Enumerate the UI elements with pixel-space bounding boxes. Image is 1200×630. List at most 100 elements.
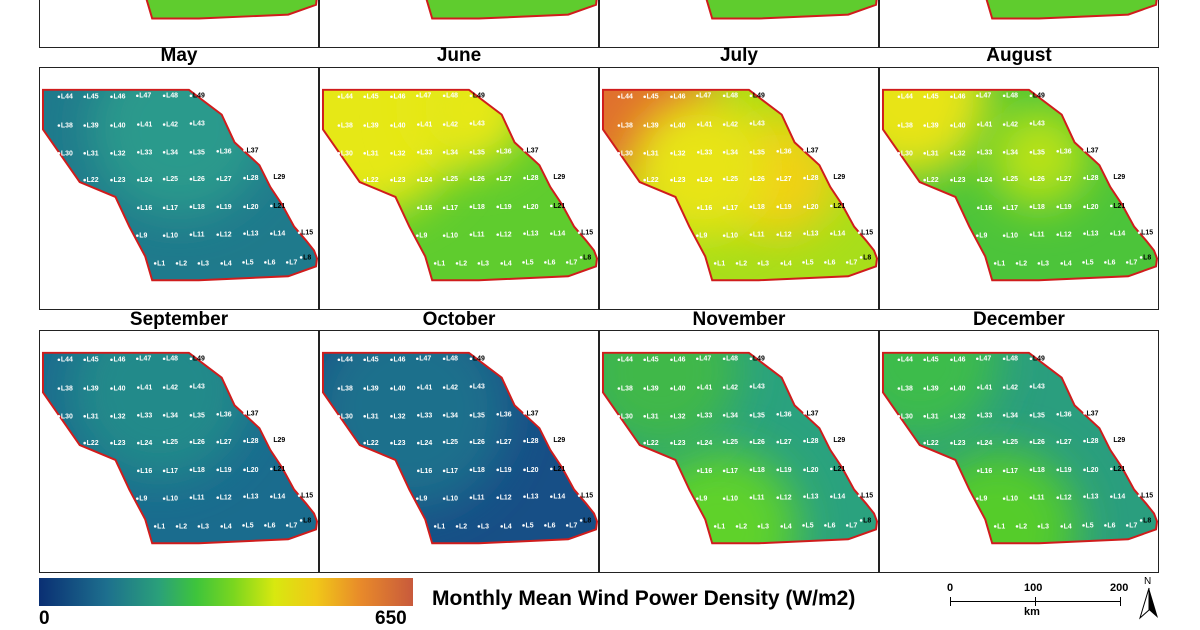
station-dot — [977, 414, 980, 417]
station-label-l12: L12 — [500, 495, 512, 502]
north-arrow: N — [1138, 576, 1160, 620]
station-dot — [565, 261, 569, 264]
station-dot — [390, 95, 393, 99]
station-dot — [363, 95, 366, 99]
station-label-l3: L3 — [481, 260, 489, 267]
station-label-l19: L19 — [220, 467, 232, 474]
station-dot — [697, 151, 700, 154]
station-dot — [643, 441, 646, 445]
station-dot — [243, 176, 246, 180]
station-dot — [897, 124, 901, 127]
map-title-august: August — [986, 45, 1052, 66]
station-dot — [189, 151, 193, 154]
station-dot — [243, 495, 246, 498]
station-dot — [923, 415, 926, 418]
station-dot — [1029, 468, 1033, 472]
density-hotspot — [882, 352, 1000, 441]
station-dot — [670, 358, 673, 362]
station-dot — [137, 123, 140, 126]
station-dot — [643, 415, 646, 418]
station-label-l16: L16 — [140, 205, 152, 212]
station-label-l2: L2 — [739, 523, 747, 530]
station-dot — [455, 525, 459, 528]
station-label-l48: L48 — [166, 93, 178, 100]
station-label-l26: L26 — [1033, 176, 1045, 183]
station-dot — [1083, 468, 1086, 472]
station-label-l31: L31 — [87, 413, 99, 420]
station-dot — [950, 358, 953, 362]
station-dot — [1002, 469, 1006, 473]
station-label-l11: L11 — [1033, 232, 1045, 239]
station-dot — [417, 469, 420, 473]
station-dot — [496, 150, 500, 153]
station-label-l29: L29 — [273, 437, 285, 444]
region-boundary — [601, 88, 878, 282]
station-dot — [390, 415, 393, 418]
station-dot — [390, 441, 393, 445]
north-label: N — [1144, 576, 1152, 587]
station-label-l14: L14 — [833, 231, 845, 238]
station-label-l13: L13 — [527, 494, 539, 501]
station-label-l29: L29 — [1113, 437, 1125, 444]
station-dot — [1110, 467, 1113, 471]
station-label-l32: L32 — [393, 150, 405, 157]
station-dot — [57, 152, 61, 155]
station-label-l34: L34 — [726, 149, 738, 156]
station-dot — [1110, 438, 1113, 442]
station-label-l28: L28 — [807, 175, 819, 182]
density-base — [42, 0, 318, 19]
station-dot — [1060, 525, 1063, 528]
station-label-l3: L3 — [761, 523, 769, 530]
station-label-l35: L35 — [1033, 149, 1045, 156]
station-dot — [579, 519, 583, 522]
map-svg: L44 L45 L46 L47 L48 L49 L38 L39 L40 L41 L42 L43 L30 L… — [321, 351, 598, 545]
station-label-l26: L26 — [1033, 439, 1045, 446]
station-label-l1: L1 — [157, 523, 165, 530]
station-dot — [162, 469, 166, 473]
station-dot — [1104, 524, 1107, 527]
station-label-l42: L42 — [446, 385, 458, 392]
station-dot — [1002, 177, 1006, 181]
station-label-l26: L26 — [473, 176, 485, 183]
station-label-l47: L47 — [139, 93, 151, 100]
station-label-l20: L20 — [527, 467, 539, 474]
station-dot — [845, 524, 849, 527]
station-label-l11: L11 — [473, 232, 485, 239]
station-dot — [243, 439, 246, 443]
station-dot — [1029, 122, 1033, 125]
station-label-l33: L33 — [140, 412, 152, 419]
station-label-l47: L47 — [139, 356, 151, 363]
station-label-l40: L40 — [673, 123, 685, 130]
station-dot — [1056, 468, 1060, 472]
station-dot — [57, 358, 61, 362]
station-label-l7: L7 — [849, 259, 857, 266]
station-label-l5: L5 — [526, 522, 534, 529]
station-dot — [722, 123, 726, 126]
station-dot — [523, 439, 526, 443]
station-dot — [749, 440, 753, 444]
station-label-l14: L14 — [553, 231, 565, 238]
station-dot — [416, 497, 419, 500]
station-label-l39: L39 — [87, 123, 99, 130]
station-label-l18: L18 — [473, 204, 485, 211]
station-dot — [477, 525, 481, 528]
station-label-l31: L31 — [367, 413, 379, 420]
station-label-l8: L8 — [1143, 254, 1151, 261]
scale-tick-200: 200 — [1110, 582, 1129, 594]
station-dot — [477, 262, 481, 265]
station-label-l19: L19 — [500, 204, 512, 211]
station-label-l28: L28 — [807, 438, 819, 445]
station-dot — [722, 386, 726, 389]
station-dot — [776, 413, 780, 416]
station-dot — [617, 95, 621, 99]
station-dot — [189, 357, 193, 361]
station-dot — [802, 524, 805, 527]
station-label-l4: L4 — [224, 260, 232, 267]
station-label-l34: L34 — [446, 149, 458, 156]
station-dot — [162, 414, 166, 417]
station-dot — [500, 262, 503, 265]
station-label-l27: L27 — [780, 176, 792, 183]
station-dot — [749, 205, 753, 209]
station-label-l30: L30 — [61, 413, 73, 420]
station-dot — [550, 467, 553, 471]
